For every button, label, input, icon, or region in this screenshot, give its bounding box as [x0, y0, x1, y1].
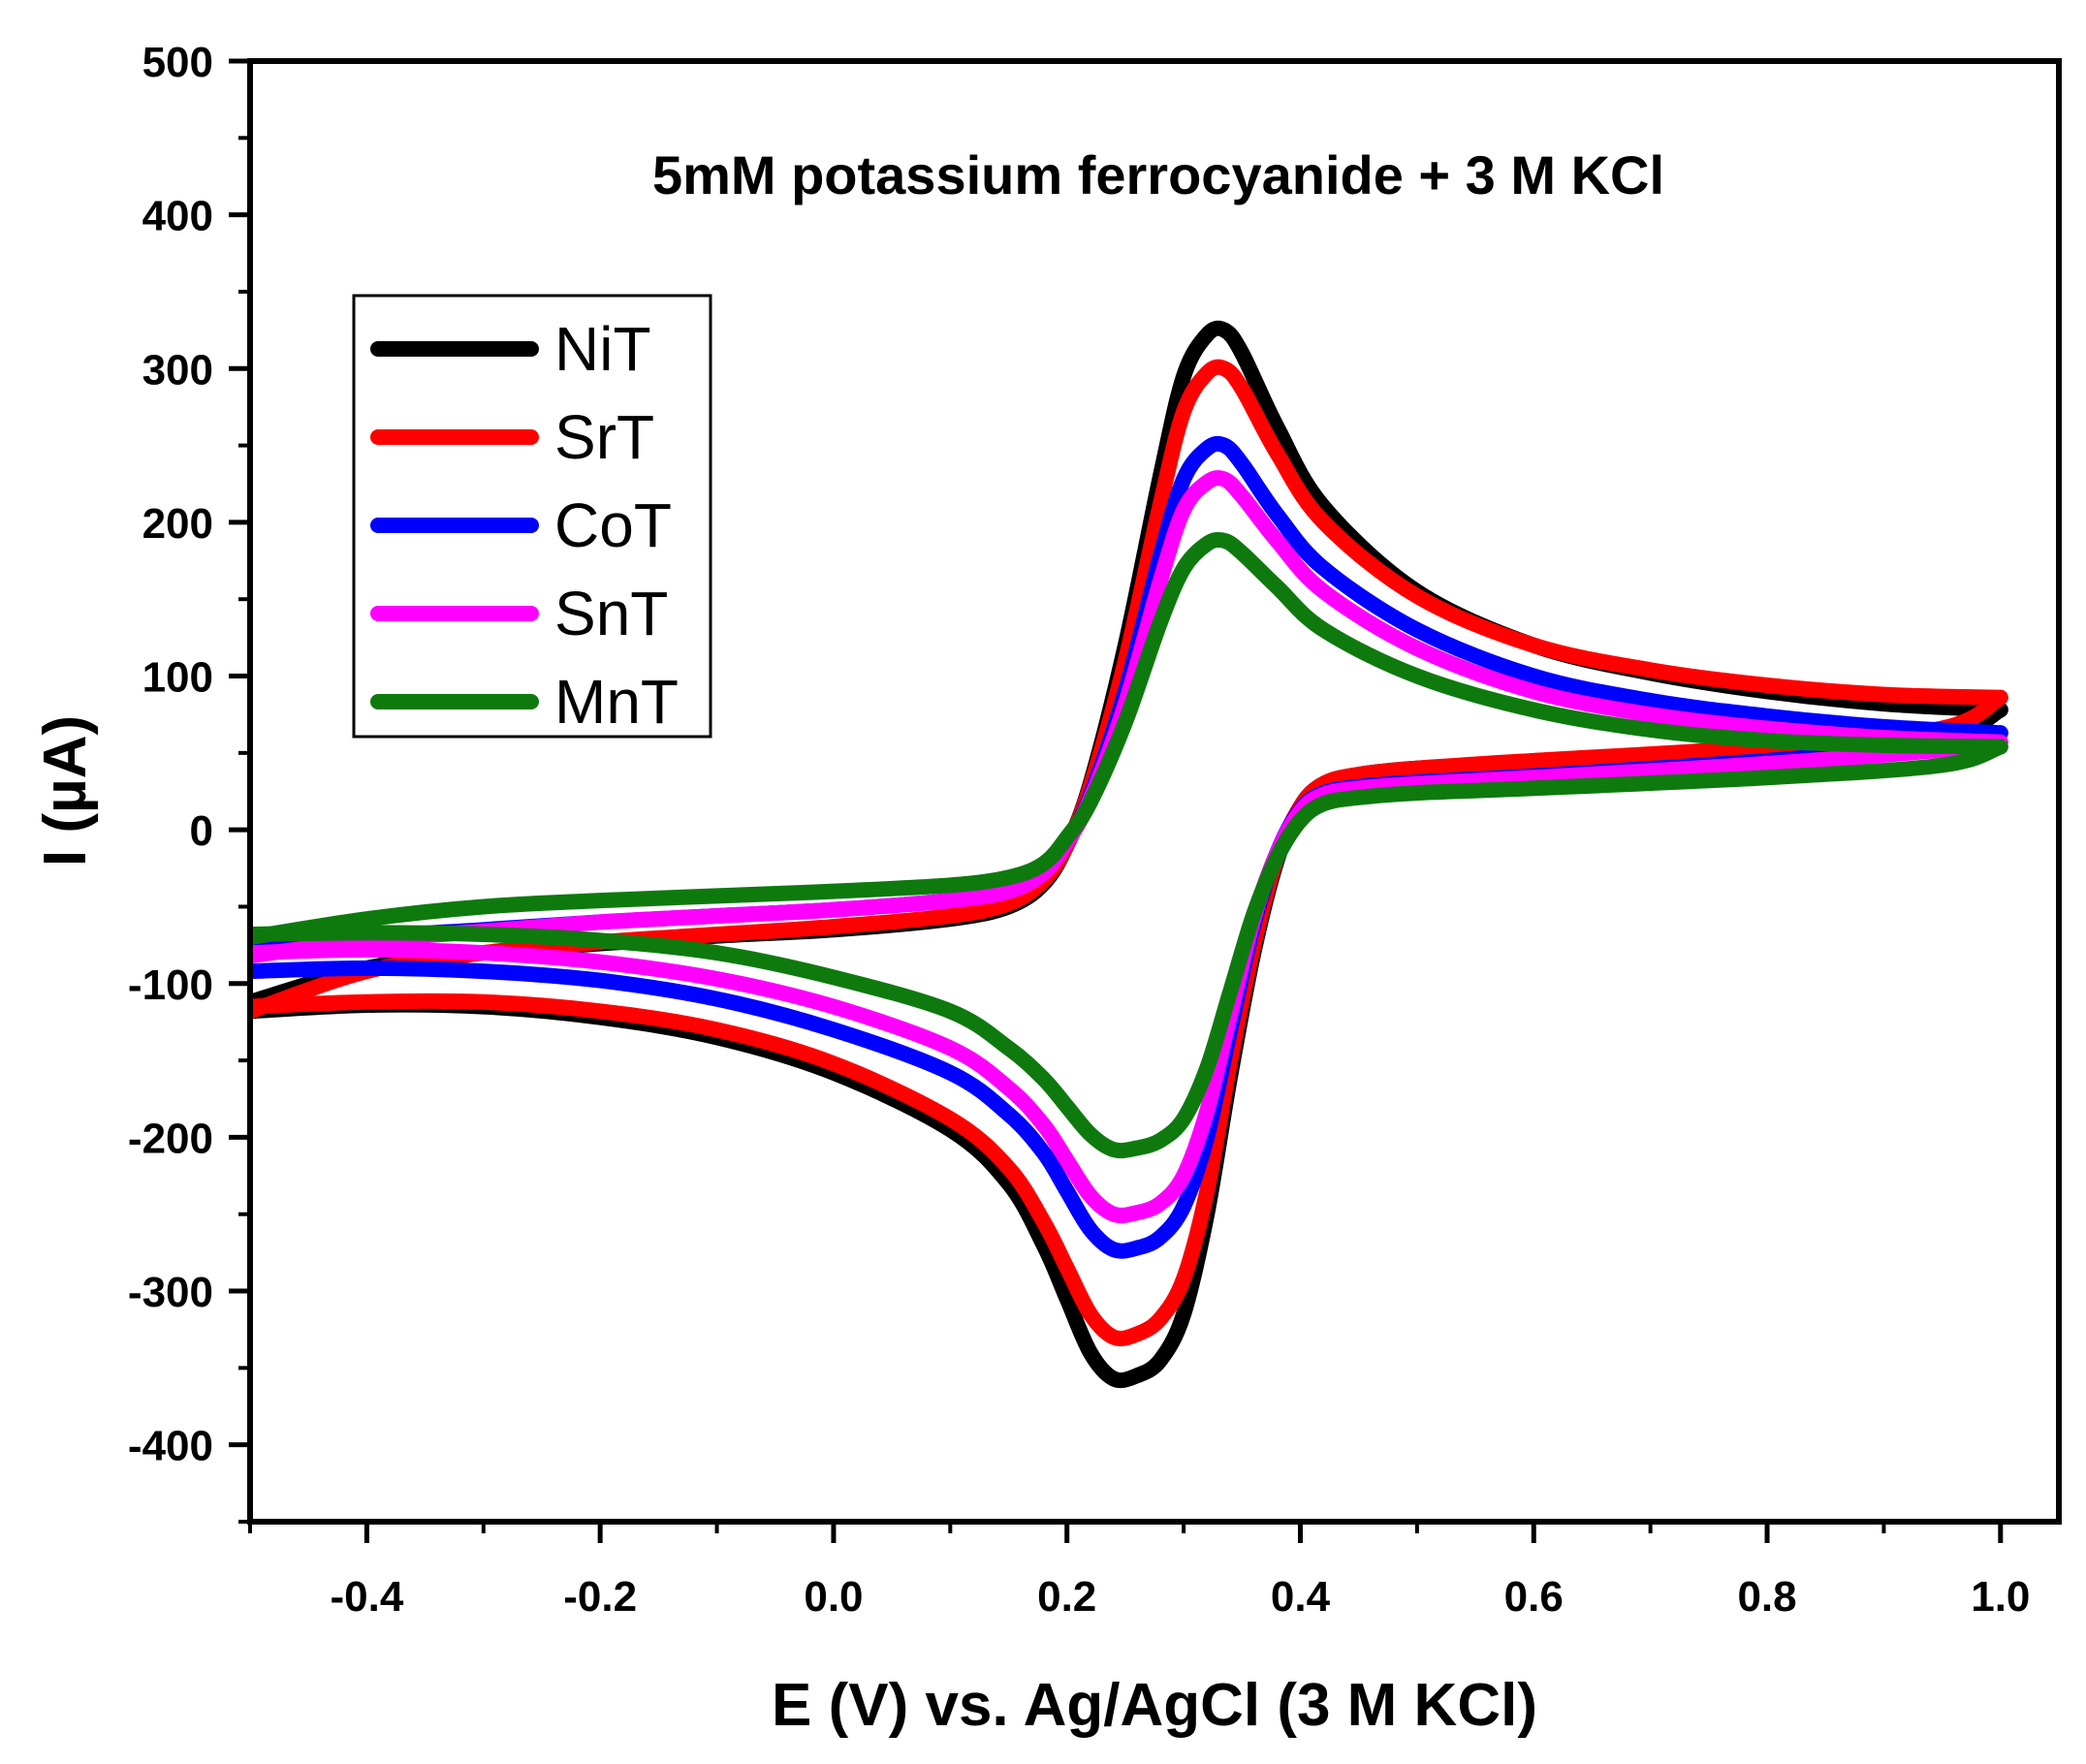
y-tick-label: 0 — [190, 807, 213, 855]
y-tick-label: 300 — [142, 346, 213, 394]
x-tick-label: -0.2 — [563, 1573, 637, 1621]
legend-label-cot: CoT — [554, 490, 672, 560]
y-tick-label: -300 — [128, 1269, 213, 1316]
series-layer — [250, 320, 2008, 1389]
series-line-mnt-reverse — [250, 739, 2008, 1159]
series-line-cot-reverse — [250, 725, 2008, 1259]
ticks-layer: -0.4 -0.2 0.0 0.2 0.4 0.6 0.8 1.0 -400 -300 -200 -1… — [128, 39, 2030, 1621]
y-tick-label: 500 — [142, 39, 213, 86]
series-srt — [250, 359, 2008, 1347]
x-axis-title: E (V) vs. Ag/AgCl (3 M KCl) — [772, 1672, 1537, 1739]
y-tick-label: 400 — [142, 193, 213, 240]
legend-box — [352, 294, 712, 739]
legend: NiT SrT CoT SnT MnT — [352, 294, 712, 739]
series-line-srt-forward — [250, 359, 2008, 1020]
plot-frame — [247, 58, 2062, 1525]
x-tick-label: 0.2 — [1037, 1573, 1096, 1621]
y-tick-label: 200 — [142, 500, 213, 548]
x-tick-label: 1.0 — [1971, 1573, 2030, 1621]
x-tick-label: 0.6 — [1504, 1573, 1564, 1621]
y-tick-label: 100 — [142, 654, 213, 702]
series-line-snt-reverse — [250, 734, 2008, 1223]
series-line-srt-reverse — [250, 689, 2008, 1347]
x-tick-label: 0.8 — [1737, 1573, 1796, 1621]
legend-label-srt: SrT — [554, 402, 654, 472]
y-tick-label: -200 — [128, 1115, 213, 1162]
x-tick-label: 0.4 — [1271, 1573, 1331, 1621]
legend-label-mnt: MnT — [554, 667, 679, 737]
series-mnt — [250, 531, 2008, 1159]
series-snt — [250, 470, 2008, 1223]
y-tick-label: -400 — [128, 1423, 213, 1470]
x-tick-label: 0.0 — [804, 1573, 863, 1621]
x-tick-label: -0.4 — [330, 1573, 403, 1621]
y-tick-label: -100 — [128, 961, 213, 1009]
legend-label-snt: SnT — [554, 579, 668, 648]
series-line-mnt-forward — [250, 531, 2008, 946]
legend-label-nit: NiT — [554, 314, 651, 384]
chart-title: 5mM potassium ferrocyanide + 3 M KCl — [652, 144, 1664, 205]
series-line-snt-forward — [250, 470, 2008, 964]
y-axis-title: I (µA) — [32, 715, 99, 866]
series-line-nit-reverse — [250, 702, 2008, 1389]
